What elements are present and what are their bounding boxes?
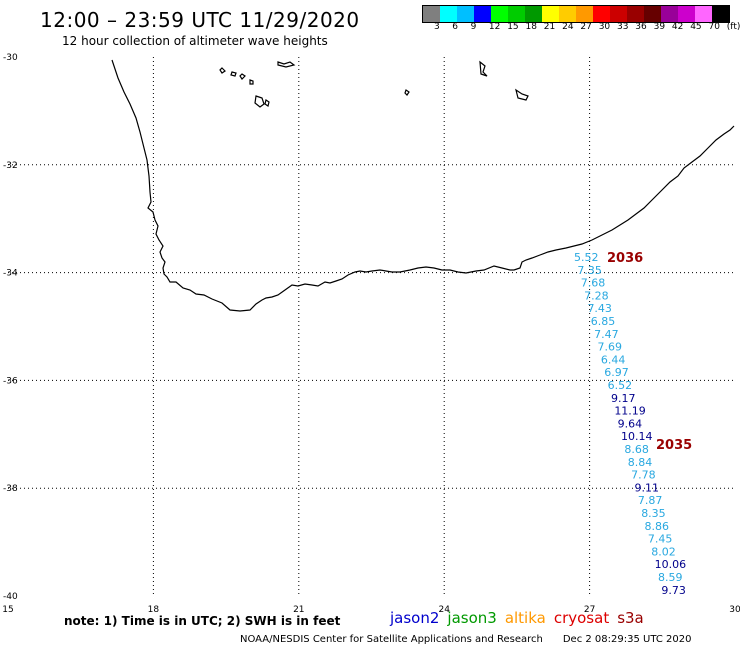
colorbar-swatch xyxy=(712,6,729,22)
colorbar-label: 27 xyxy=(580,22,592,32)
lon-tick-label: 18 xyxy=(148,605,160,615)
lat-tick-label: -32 xyxy=(3,161,18,171)
wave-height-reading: 5.52 xyxy=(574,251,599,264)
note-text: note: 1) Time is in UTC; 2) SWH is in fe… xyxy=(64,614,341,628)
credit-line: NOAA/NESDIS Center for Satellite Applica… xyxy=(240,634,691,645)
wave-height-reading: 8.35 xyxy=(641,507,666,520)
wave-height-reading: 7.68 xyxy=(581,277,606,290)
wave-height-reading: 7.69 xyxy=(598,341,623,354)
wave-height-reading: 11.19 xyxy=(614,405,646,418)
legend-entry-s3a: s3a xyxy=(617,609,644,627)
colorbar-swatch xyxy=(576,6,593,22)
colorbar-label: 33 xyxy=(617,22,629,32)
lat-tick-label: -34 xyxy=(3,269,18,279)
colorbar-label: 18 xyxy=(525,22,537,32)
generated-timestamp: Dec 2 08:29:35 UTC 2020 xyxy=(562,634,692,645)
colorbar-label: 24 xyxy=(562,22,574,32)
colorbar-swatch xyxy=(542,6,559,22)
pass-time-label: 2035 xyxy=(656,438,692,453)
wave-height-reading: 8.68 xyxy=(624,443,649,456)
wave-height-reading: 7.47 xyxy=(594,328,619,341)
wave-height-reading: 8.84 xyxy=(628,456,653,469)
colorbar-swatch xyxy=(593,6,610,22)
colorbar-label: 39 xyxy=(653,22,666,32)
lon-tick-label: 15 xyxy=(2,605,13,615)
colorbar-swatch xyxy=(491,6,508,22)
coastline xyxy=(111,59,735,312)
wave-height-reading: 9.73 xyxy=(661,584,686,597)
wave-height-reading: 6.97 xyxy=(604,366,629,379)
colorbar-labels: 3 6 9 12 15 18 21 24 27 30 33 36 39 42 45 70 (ft) xyxy=(422,22,740,36)
colorbar-label: 70 xyxy=(708,22,720,32)
pass-time-label: 2036 xyxy=(607,251,643,266)
wave-height-reading: 7.35 xyxy=(577,264,602,277)
wave-height-reading: 7.87 xyxy=(638,494,663,507)
colorbar-swatch xyxy=(678,6,695,22)
legend-entry-jason3: jason3 xyxy=(447,609,497,627)
colorbar-swatch xyxy=(525,6,542,22)
lesotho-island-cluster xyxy=(219,61,296,108)
wave-height-reading: 7.43 xyxy=(587,302,612,315)
colorbar-label: 15 xyxy=(507,22,519,32)
colorbar-swatch xyxy=(661,6,678,22)
colorbar-swatch xyxy=(644,6,661,22)
colorbar-label: 6 xyxy=(452,22,459,32)
map-subtitle: 12 hour collection of altimeter wave hei… xyxy=(62,34,328,48)
wave-height-reading: 6.85 xyxy=(591,315,616,328)
wave-height-reading: 7.28 xyxy=(584,289,609,302)
inland-outline-east xyxy=(404,60,529,101)
wave-height-colorbar xyxy=(422,5,730,23)
lat-lon-grid xyxy=(8,57,735,596)
colorbar-label: 12 xyxy=(488,22,501,32)
colorbar-swatch xyxy=(610,6,627,22)
colorbar-label: 42 xyxy=(671,22,684,32)
legend-entry-cryosat: cryosat xyxy=(553,609,610,627)
satellite-legend: jason2 jason3 altika cryosat s3a xyxy=(390,609,652,627)
colorbar-label: 30 xyxy=(598,22,611,32)
colorbar-swatch xyxy=(508,6,525,22)
credit-text: NOAA/NESDIS Center for Satellite Applica… xyxy=(240,634,543,645)
altimeter-readings: 5.527.357.687.287.436.857.477.696.446.97… xyxy=(574,251,686,597)
lon-tick-label: 27 xyxy=(584,605,595,615)
colorbar-swatch xyxy=(457,6,474,22)
lon-tick-label: 21 xyxy=(293,605,304,615)
colorbar-swatch xyxy=(474,6,491,22)
wave-height-reading: 6.44 xyxy=(601,353,626,366)
colorbar-label: 36 xyxy=(635,22,647,32)
wave-height-reading: 9.11 xyxy=(634,481,659,494)
wave-height-reading: 8.02 xyxy=(651,545,676,558)
axis-labels: 15 18 21 24 27 30 -30 -32 -34 -36 -38 -40 xyxy=(2,53,740,615)
wave-height-reading: 10.06 xyxy=(655,558,687,571)
legend-entry-jason2: jason2 xyxy=(390,609,440,627)
colorbar-label: (ft) xyxy=(726,22,740,32)
wave-height-reading: 8.59 xyxy=(658,571,683,584)
wave-height-reading: 9.64 xyxy=(618,417,643,430)
map-title: 12:00 – 23:59 UTC 11/29/2020 xyxy=(40,8,360,32)
wave-height-reading: 8.86 xyxy=(645,520,670,533)
colorbar-swatch xyxy=(695,6,712,22)
colorbar-label: 3 xyxy=(434,22,440,32)
wave-height-reading: 6.52 xyxy=(608,379,633,392)
south-africa-coastline xyxy=(111,59,735,312)
lat-tick-label: -38 xyxy=(3,484,18,494)
colorbar-swatch xyxy=(440,6,457,22)
wave-height-reading: 7.45 xyxy=(648,533,673,546)
lat-tick-label: -40 xyxy=(3,592,18,602)
legend-entry-altika: altika xyxy=(504,609,546,627)
lat-tick-label: -30 xyxy=(3,53,18,63)
wave-height-reading: 10.14 xyxy=(621,430,653,443)
wave-height-reading: 9.17 xyxy=(611,392,636,405)
colorbar-label: 21 xyxy=(543,22,556,32)
lon-tick-label: 24 xyxy=(438,605,450,615)
colorbar-label: 9 xyxy=(470,22,477,32)
colorbar-swatch xyxy=(627,6,644,22)
colorbar-label: 45 xyxy=(690,22,702,32)
wave-height-reading: 7.78 xyxy=(631,469,656,482)
lat-tick-label: -36 xyxy=(3,376,18,386)
colorbar-swatch xyxy=(559,6,576,22)
time-labels: 2036 2035 xyxy=(607,251,692,453)
lon-tick-label: 30 xyxy=(729,605,740,615)
colorbar-swatch xyxy=(423,6,440,22)
